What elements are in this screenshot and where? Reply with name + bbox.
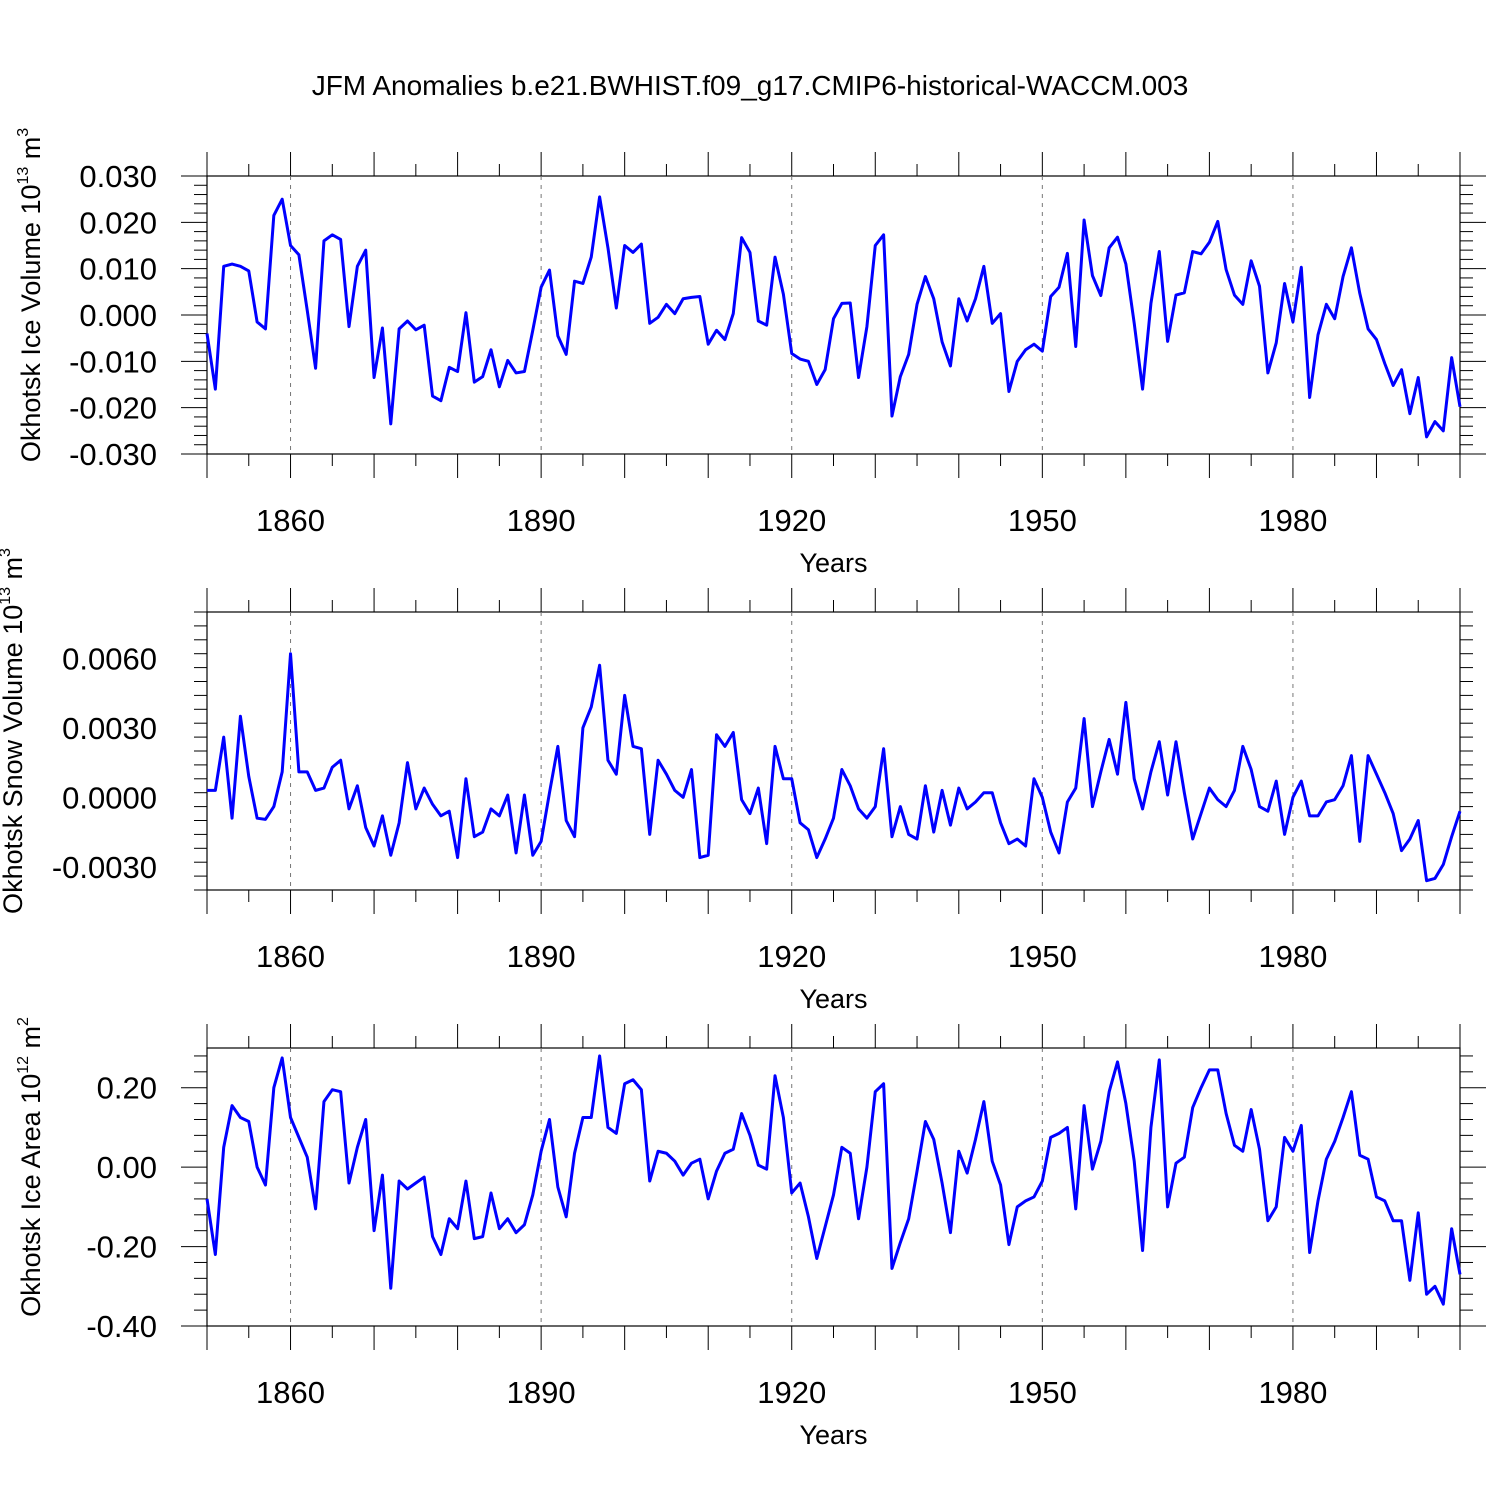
x-tick-label: 1950	[1008, 939, 1077, 974]
x-tick-label: 1920	[757, 503, 826, 538]
y-axis-label: Okhotsk Ice Volume 1013 m3	[15, 128, 46, 462]
y-tick-label: -0.0030	[52, 850, 157, 885]
panel-3: 0.20 0.00 -0.20 -0.40 1860 1890 1920 1950 1980 Ye…	[15, 1017, 1486, 1450]
plot-frame	[206, 611, 1461, 891]
x-tick-label: 1890	[507, 1375, 576, 1410]
x-tick-label: 1980	[1258, 1375, 1327, 1410]
x-tick-label: 1980	[1258, 503, 1327, 538]
x-tick-label: 1920	[757, 939, 826, 974]
x-tick-label: 1980	[1258, 939, 1327, 974]
y-tick-label: 0.0030	[62, 711, 157, 746]
y-tick-label: 0.0060	[62, 641, 157, 676]
x-tick-label: 1860	[256, 939, 325, 974]
y-tick-label: -0.20	[86, 1230, 157, 1265]
panel-1: 0.030 0.020 0.010 0.000 -0.010 -0.020 -0.030 18…	[15, 128, 1486, 578]
y-tick-label: 0.000	[79, 298, 157, 333]
y-tick-label: 0.030	[79, 159, 157, 194]
plot-frame	[206, 175, 1461, 455]
x-tick-label: 1890	[507, 503, 576, 538]
y-axis-label: Okhotsk Ice Area 1012 m2	[15, 1017, 46, 1317]
y-tick-label: -0.020	[69, 391, 157, 426]
panel-2: 0.0060 0.0030 0.0000 -0.0030 1860 1890 1920 195…	[0, 548, 1473, 1014]
x-axis-label: Years	[799, 984, 867, 1014]
y-tick-label: 0.020	[79, 205, 157, 240]
x-tick-label: 1950	[1008, 1375, 1077, 1410]
y-axis-label: Okhotsk Snow Volume 1013 m3	[0, 548, 28, 914]
x-axis-label: Years	[799, 1420, 867, 1450]
y-tick-label: -0.010	[69, 344, 157, 379]
y-tick-label: 0.00	[97, 1150, 157, 1185]
y-tick-label: 0.0000	[62, 780, 157, 815]
x-axis-label: Years	[799, 548, 867, 578]
y-tick-label: -0.40	[86, 1309, 157, 1344]
x-tick-label: 1920	[757, 1375, 826, 1410]
x-tick-label: 1860	[256, 503, 325, 538]
y-tick-label: -0.030	[69, 437, 157, 472]
x-tick-label: 1860	[256, 1375, 325, 1410]
y-tick-label: 0.010	[79, 252, 157, 287]
series-line	[207, 652, 1462, 883]
y-tick-label: 0.20	[97, 1071, 157, 1106]
chart-title: JFM Anomalies b.e21.BWHIST.f09_g17.CMIP6…	[311, 70, 1189, 101]
x-tick-label: 1950	[1008, 503, 1077, 538]
x-tick-label: 1890	[507, 939, 576, 974]
series-line	[205, 1054, 1462, 1306]
series-line	[205, 195, 1462, 439]
